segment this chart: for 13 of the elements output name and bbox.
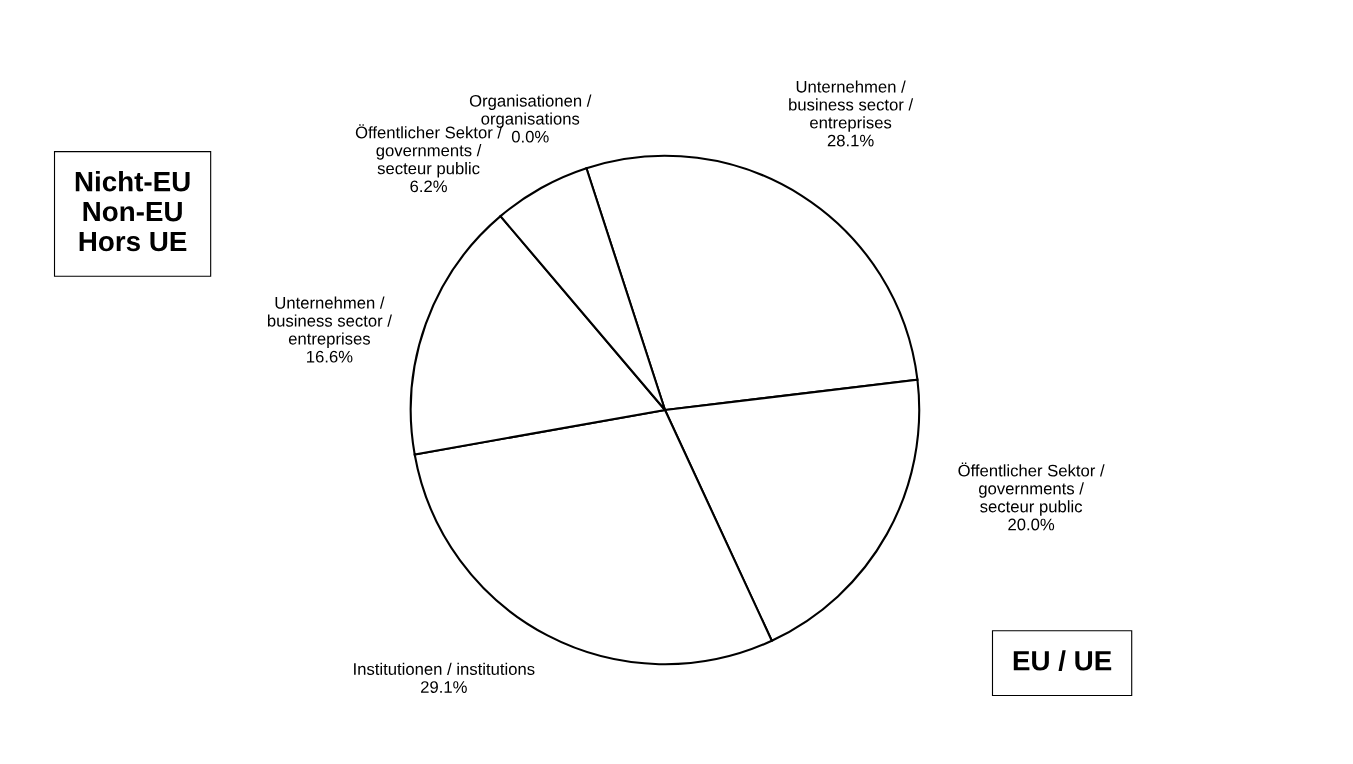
slice-label: Unternehmen / business sector / entreprises xyxy=(789,80,914,132)
text: EU / UE xyxy=(1013,650,1112,671)
data-label: 29.1% xyxy=(421,681,467,693)
slice-label: Unternehmen / business sector / entreprises xyxy=(267,296,392,348)
slice-label: Institutionen / institutions xyxy=(354,662,535,675)
data-label: 16.6% xyxy=(307,350,353,363)
category-label: Organisationen / organisations xyxy=(469,94,592,128)
data-label: 6.2% xyxy=(410,180,447,193)
data-label: 20.0% xyxy=(1008,518,1055,531)
text: 0.0% xyxy=(511,130,549,143)
data-label: 28.1% xyxy=(827,134,874,147)
slice-label: Öffentlicher Sektor / governments / secteur public xyxy=(958,462,1105,516)
text: Nicht-EU Non-EU Hors UE xyxy=(75,171,190,252)
